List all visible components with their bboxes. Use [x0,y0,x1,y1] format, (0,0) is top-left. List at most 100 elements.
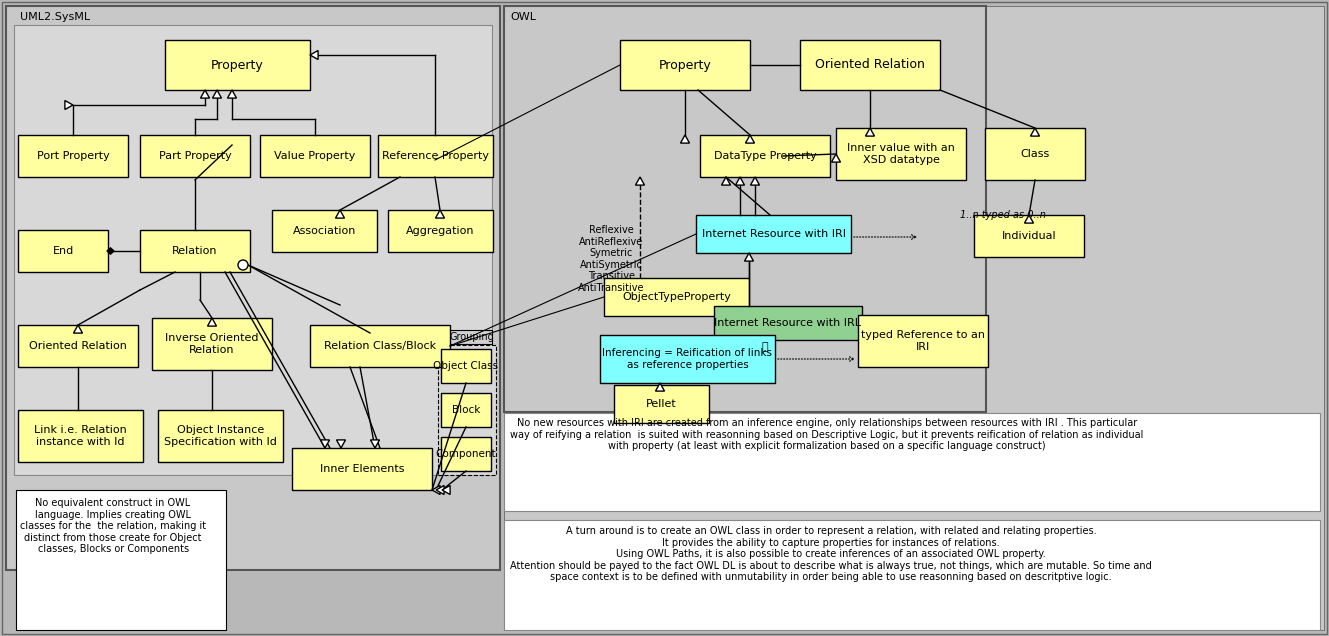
Text: 1..n typed as 0..n: 1..n typed as 0..n [960,210,1046,220]
Bar [621,40,750,90]
Text: Inner value with an
XSD datatype: Inner value with an XSD datatype [847,143,956,165]
Bar [19,325,138,367]
Text: UML2.SysML: UML2.SysML [20,12,90,22]
Bar [16,490,226,630]
Polygon shape [744,253,754,261]
Bar [714,306,863,340]
Text: Property: Property [211,59,264,71]
Text: Link i.e. Relation
instance with Id: Link i.e. Relation instance with Id [35,425,126,447]
Bar [504,6,1324,630]
Bar [140,135,250,177]
Polygon shape [436,210,444,218]
Bar [165,40,310,90]
Bar [388,210,493,252]
Bar [504,413,1320,511]
Text: Object Class: Object Class [433,361,498,371]
Bar [19,410,144,462]
Bar [310,325,451,367]
Bar [504,520,1320,630]
Text: Inverse Oriented
Relation: Inverse Oriented Relation [165,333,259,355]
Bar [7,6,500,570]
Polygon shape [1025,215,1034,223]
Text: Relation Class/Block: Relation Class/Block [324,341,436,351]
Text: Block: Block [452,405,480,415]
Text: Internet Resource with IRL: Internet Resource with IRL [715,318,861,328]
Polygon shape [443,485,451,495]
Polygon shape [320,440,330,448]
Polygon shape [432,485,440,495]
Text: Internet Resource with IRI: Internet Resource with IRI [702,229,845,239]
Polygon shape [635,177,645,185]
Bar [444,330,492,344]
Text: Oriented Relation: Oriented Relation [29,341,128,351]
Bar [603,278,750,316]
Text: Class: Class [1021,149,1050,159]
Text: Relation: Relation [173,246,218,256]
Bar [700,135,831,177]
Bar [985,128,1084,180]
Text: Individual: Individual [1002,231,1057,241]
Text: A turn around is to create an OWL class in order to represent a relation, with r: A turn around is to create an OWL class … [510,526,1152,583]
Bar [19,230,108,272]
Bar [836,128,966,180]
Bar [260,135,369,177]
Polygon shape [201,90,210,98]
Text: Grouping: Grouping [449,332,494,342]
Text: DataType Property: DataType Property [714,151,816,161]
Polygon shape [680,135,690,143]
Polygon shape [73,325,82,333]
Text: typed Reference to an
IRI: typed Reference to an IRI [861,330,985,352]
Polygon shape [227,90,237,98]
Bar [377,135,493,177]
Bar [15,25,492,475]
Bar [859,315,987,367]
Text: Component: Component [436,449,496,459]
Polygon shape [65,100,73,109]
Polygon shape [336,440,346,448]
Polygon shape [746,135,755,143]
Bar [158,410,283,462]
Text: Reflexive
AntiReflexive
Symetric
AntiSymetric
Transitive
AntiTransitive: Reflexive AntiReflexive Symetric AntiSym… [578,225,645,293]
Bar [696,215,851,253]
Bar [441,349,490,383]
Text: Pellet: Pellet [646,399,676,409]
Bar [599,335,775,383]
Bar [800,40,940,90]
Polygon shape [865,128,874,136]
Bar [152,318,272,370]
Text: Part Property: Part Property [158,151,231,161]
Polygon shape [335,210,344,218]
Polygon shape [655,383,664,391]
Bar [441,393,490,427]
Polygon shape [735,177,744,185]
Text: Port Property: Port Property [37,151,109,161]
Polygon shape [371,440,380,448]
Bar [441,437,490,471]
Polygon shape [310,50,318,60]
Circle shape [238,260,249,270]
Polygon shape [108,248,114,254]
Text: Inner Elements: Inner Elements [320,464,404,474]
Text: Property: Property [659,59,711,71]
Polygon shape [213,90,222,98]
Text: Reference Property: Reference Property [381,151,489,161]
Text: Inferencing = Reification of links
as reference properties: Inferencing = Reification of links as re… [602,348,772,370]
Text: Value Property: Value Property [274,151,356,161]
Polygon shape [832,154,840,162]
Polygon shape [1030,128,1039,136]
Polygon shape [722,177,731,185]
Bar [140,230,250,272]
Polygon shape [751,177,759,185]
Text: Association: Association [292,226,356,236]
Polygon shape [207,318,217,326]
Bar [504,6,986,412]
Bar [272,210,377,252]
Text: ⌒: ⌒ [762,342,768,352]
Bar [292,448,432,490]
Text: No new resources with IRI are created from an inference engine, only relationshi: No new resources with IRI are created fr… [510,418,1143,451]
Text: No equivalent construct in OWL
language. Implies creating OWL
classes for the  t: No equivalent construct in OWL language.… [20,498,206,555]
Bar [614,385,708,423]
Polygon shape [436,485,444,495]
Text: End: End [52,246,73,256]
Bar [19,135,128,177]
